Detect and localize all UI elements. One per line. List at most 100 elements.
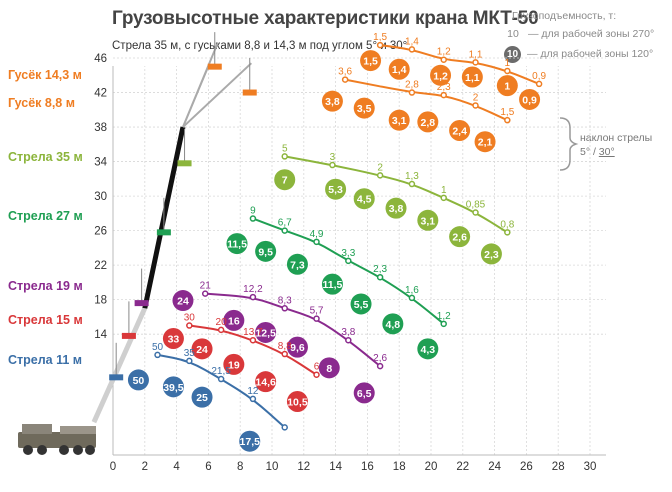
data-label-270: 21 [200,281,212,292]
data-label-120: 0,9 [522,94,537,106]
data-point-270 [217,326,225,334]
data-circle-120 [255,371,277,393]
y-tick-label: 46 [94,53,107,65]
data-label-120: 1 [504,81,510,93]
data-point-270 [472,59,479,66]
x-tick-label: 14 [329,461,342,473]
x-tick-label: 12 [297,461,310,473]
series-line [189,324,318,376]
data-circle-120 [353,188,375,210]
series-line [344,78,508,122]
data-circle-120 [172,290,194,312]
crane-hook-block [156,229,171,236]
data-label-270: 0,85 [466,199,486,210]
data-circle-120 [388,58,410,80]
label-boom-35: Стрела 35 м [8,150,83,164]
data-label-120: 3,8 [325,96,340,108]
y-tick-label: 34 [94,157,107,169]
data-label-120: 3,5 [357,103,372,115]
data-label-120: 9,5 [258,246,273,258]
data-label-270: 2,3 [437,82,451,93]
x-tick-label: 20 [425,461,438,473]
bracket-brace [559,117,579,171]
data-label-270: 35 [184,348,196,359]
x-tick-label: 28 [552,461,565,473]
data-label-270: 3,6 [338,67,352,78]
data-label-270: 5,7 [310,306,324,317]
data-label-270: 2 [377,162,383,173]
data-label-120: 39,5 [163,382,184,394]
data-label-120: 4,5 [357,194,372,206]
data-circle-120 [286,390,308,412]
data-point-270 [249,395,257,403]
data-circle-120 [350,293,372,315]
data-label-120: 3,1 [421,215,436,227]
data-point-270 [341,76,349,83]
x-tick-label: 0 [110,461,116,473]
crane-wheel [59,445,69,455]
data-circle-120 [239,430,261,452]
data-circle-120 [223,309,245,331]
data-label-270: 1,4 [405,36,419,47]
data-point-270 [313,315,320,322]
data-label-270: 12,2 [243,284,263,295]
data-circle-120 [449,120,471,142]
x-tick-label: 10 [266,461,279,473]
inclination-bracket [559,117,579,171]
data-label-120: 2,1 [478,137,493,149]
data-point-270 [376,41,384,49]
data-point-270 [249,215,257,222]
data-circle-120 [360,50,382,72]
data-label-120: 3,8 [389,203,404,215]
data-label-270: 1 [441,185,447,196]
crane-illustration [18,32,257,455]
x-tick-label: 6 [205,461,211,473]
data-label-270: 1,2 [437,311,451,322]
label-boom-27: Стрела 27 м [8,209,83,223]
data-point-270 [154,351,161,359]
series-line [157,353,286,429]
crane-jib-8-8 [182,62,253,128]
data-circle-120 [274,169,296,191]
data-label-270: 8,8 [278,341,292,352]
x-tick-label: 2 [142,461,148,473]
inclination-value-5: 5° / [580,146,599,158]
crane-jib-stay [182,66,210,128]
data-circle-120 [461,66,483,88]
data-label-120: 24 [177,296,189,308]
legend-text-270: — для рабочей зоны 270° [528,28,655,40]
data-label-120: 7,3 [290,259,305,271]
data-label-120: 4,3 [421,344,436,356]
series-line [284,155,508,234]
data-label-120: 9,6 [290,342,305,354]
data-label-270: 12 [247,386,259,397]
data-point-270 [313,238,320,246]
label-boom-11: Стрела 11 м [8,353,83,367]
data-label-120: 8 [326,363,332,375]
data-label-120: 1,2 [433,70,448,82]
data-point-270 [249,336,257,344]
crane-hook-block [134,300,149,307]
data-label-120: 2,6 [452,232,467,244]
data-label-120: 7 [282,175,288,187]
data-label-270: 20 [216,317,228,328]
y-tick-label: 14 [94,329,107,341]
data-point-270 [281,153,288,160]
y-tick-label: 18 [94,295,107,307]
data-label-120: 5,3 [328,184,343,196]
x-tick-label: 16 [361,461,374,473]
data-point-270 [535,80,543,88]
legend-row-270: 10 — для рабочей зоны 270° [504,28,654,40]
x-tick-label: 26 [520,461,533,473]
data-circle-120 [496,75,518,97]
data-label-120: 2,4 [452,126,467,138]
data-circle-120 [382,313,404,335]
data-circle-120 [255,240,277,262]
label-boom-19: Стрела 19 м [8,279,83,293]
data-point-270 [313,371,320,378]
x-tick-label: 24 [488,461,501,473]
crane-wheel [85,445,95,455]
data-label-270: 1,1 [469,49,483,60]
data-label-120: 25 [196,392,208,404]
data-label-270: 50 [152,342,164,353]
